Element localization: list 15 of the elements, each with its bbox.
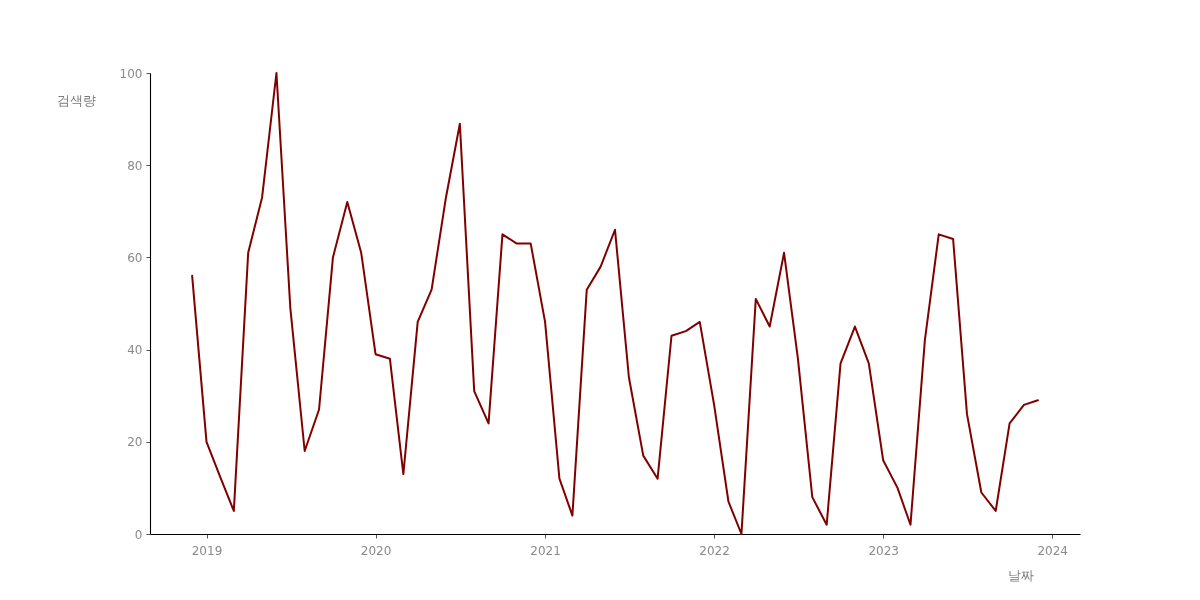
y-tick-label: 80 [127, 158, 143, 173]
x-tick-label: 2020 [360, 543, 392, 558]
x-tick-label: 2019 [191, 543, 223, 558]
x-tick-label: 2024 [1037, 543, 1068, 558]
x-axis-title: 날짜 [1007, 567, 1034, 583]
x-tick-label: 2023 [868, 543, 899, 558]
y-tick-label: 40 [127, 343, 143, 358]
line-series [191, 72, 1039, 535]
x-tick-label: 2022 [699, 543, 730, 558]
y-tick-label: 60 [127, 250, 143, 265]
y-tick-label: 20 [127, 435, 143, 450]
x-tick-label: 2021 [530, 543, 561, 558]
y-tick-label: 0 [134, 527, 143, 542]
y-axis-title: 검색량 [57, 92, 96, 108]
y-tick-label: 100 [119, 66, 143, 81]
